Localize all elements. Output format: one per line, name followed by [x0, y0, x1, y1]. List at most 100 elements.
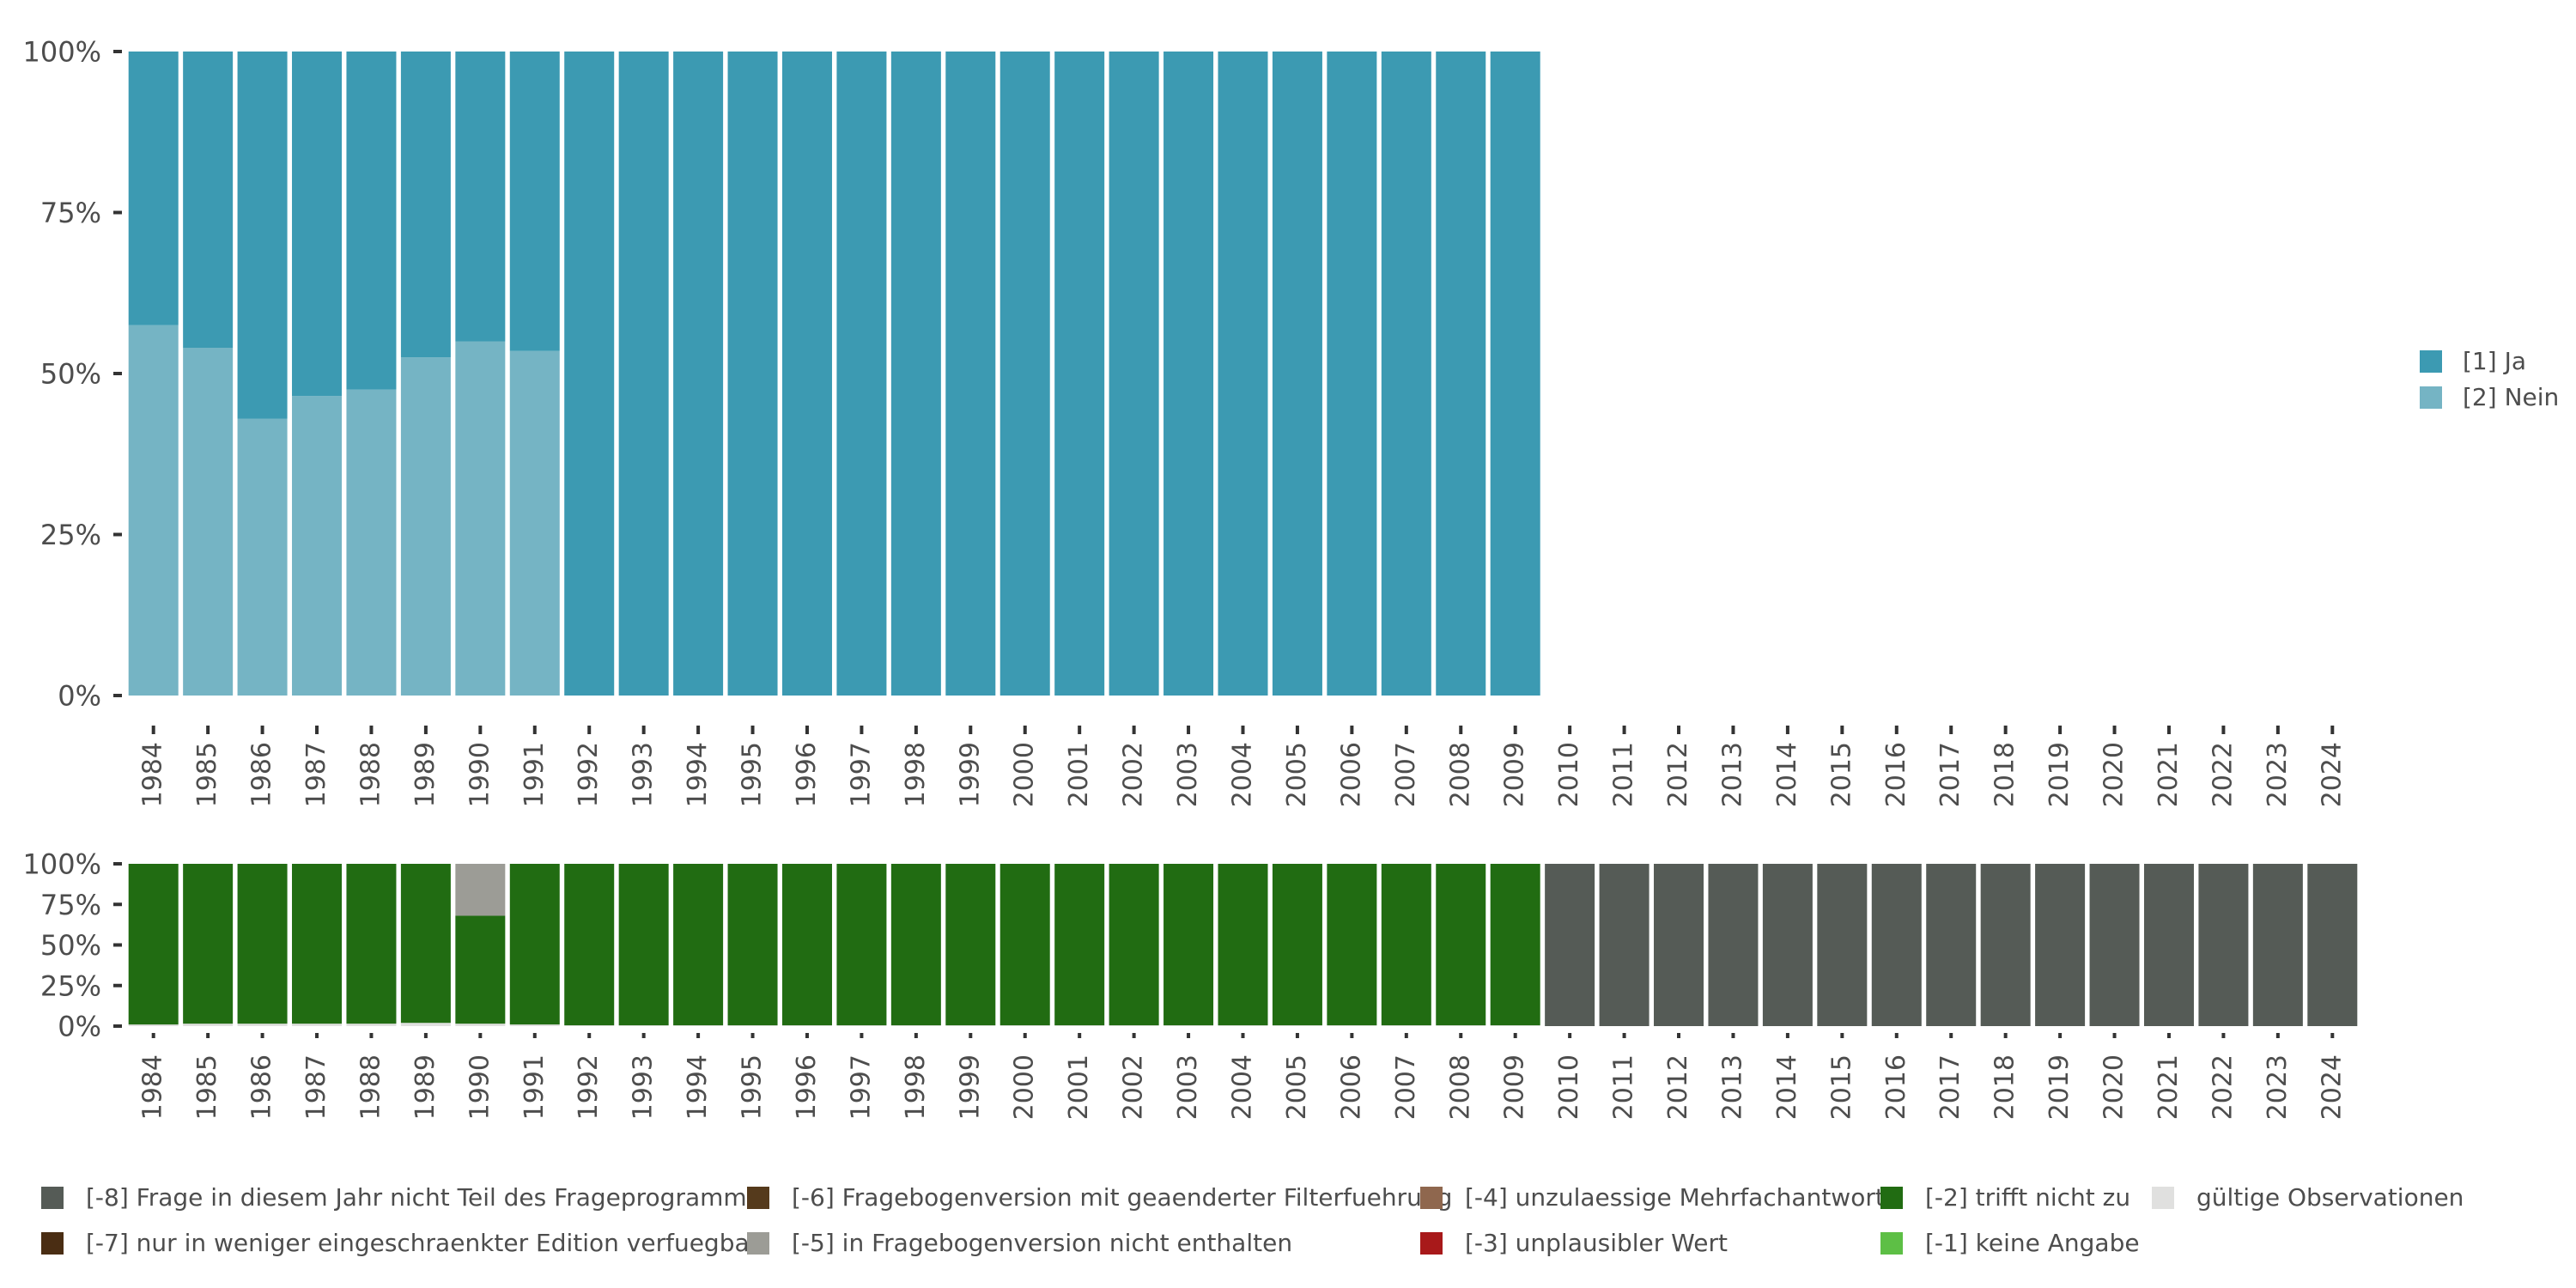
bar-segment [1381, 52, 1431, 696]
legend-swatch [2420, 386, 2442, 409]
bar-segment [1109, 864, 1159, 1026]
y-tick-label: 25% [40, 969, 101, 1002]
legend-swatch [41, 1187, 64, 1209]
x-tick-label: 2020 [2099, 1054, 2129, 1120]
bar-segment [945, 1025, 996, 1026]
bar-segment [1272, 1025, 1322, 1026]
x-tick-label: 2003 [1173, 1054, 1203, 1120]
bar-segment [1327, 864, 1377, 1026]
legend-swatch [1880, 1232, 1903, 1255]
x-tick-label: 2012 [1663, 742, 1693, 807]
bar-segment [183, 864, 234, 1024]
bottom-chart-legend: [-8] Frage in diesem Jahr nicht Teil des… [41, 1183, 2464, 1257]
bar-segment [945, 52, 996, 696]
x-tick-label: 2010 [1554, 1054, 1584, 1120]
bar-segment [890, 52, 941, 696]
bar-segment [128, 864, 179, 1025]
bar-segment [1218, 1025, 1268, 1026]
x-tick-label: 2005 [1282, 1054, 1312, 1120]
x-tick-label: 1999 [955, 1054, 985, 1120]
bar-segment [509, 52, 560, 351]
bar-segment [1871, 864, 1922, 1026]
x-tick-label: 2021 [2154, 742, 2184, 807]
x-tick-label: 1998 [901, 1054, 931, 1120]
bar-segment [2307, 864, 2358, 1026]
bar-segment [1926, 864, 1977, 1026]
legend-label: [-6] Fragebogenversion mit geaenderter F… [792, 1183, 1452, 1212]
bar-segment [292, 396, 343, 696]
x-tick-label: 1996 [792, 1054, 822, 1120]
bar-segment [237, 52, 288, 419]
bar-segment [618, 52, 669, 696]
bar-segment [1327, 1025, 1377, 1026]
x-tick-label: 2015 [1826, 1054, 1856, 1120]
bar-segment [292, 1024, 343, 1026]
y-tick-label: 50% [40, 929, 101, 962]
bar-segment [1218, 52, 1268, 696]
legend-label: [-8] Frage in diesem Jahr nicht Teil des… [86, 1183, 759, 1212]
legend-swatch [1420, 1187, 1443, 1209]
x-tick-label: 1997 [846, 742, 876, 807]
bar-segment [1708, 864, 1759, 1026]
bar-segment [2143, 864, 2194, 1026]
bar-segment [1436, 52, 1486, 696]
bar-segment [455, 864, 506, 916]
x-tick-label: 2022 [2208, 742, 2238, 807]
x-tick-label: 2019 [2044, 1054, 2075, 1120]
x-tick-label: 2008 [1445, 742, 1475, 807]
y-tick-label: 100% [23, 36, 101, 69]
x-tick-label: 2016 [1881, 742, 1911, 807]
bar-segment [1327, 52, 1377, 696]
x-tick-label: 1986 [247, 1054, 277, 1120]
legend-swatch [747, 1232, 769, 1255]
legend-label: [2] Nein [2463, 383, 2559, 411]
x-tick-label: 1987 [301, 742, 331, 807]
x-tick-label: 1991 [519, 742, 550, 807]
bar-segment [727, 1025, 778, 1026]
x-tick-label: 2006 [1336, 1054, 1366, 1120]
bar-segment [400, 52, 451, 358]
bar-segment [999, 864, 1050, 1026]
x-tick-label: 1994 [683, 742, 713, 807]
top-chart-legend: [1] Ja [2] Nein [2420, 347, 2559, 411]
legend-label: [-3] unplausibler Wert [1465, 1229, 1728, 1257]
x-tick-label: 2019 [2044, 742, 2075, 807]
x-tick-label: 2001 [1064, 1054, 1094, 1120]
bar-segment [2089, 864, 2140, 1026]
bar-segment [183, 348, 234, 696]
legend-label: [-1] keine Angabe [1925, 1229, 2140, 1257]
top-chart-panel: 0% 25% 50% 75% 100% 1984 1985 1986 1987 1988 1989 1… [23, 36, 2348, 808]
bar-segment [346, 864, 397, 1024]
y-tick-label: 50% [40, 358, 101, 391]
bar-segment [1654, 864, 1704, 1026]
bar-segment [1163, 864, 1214, 1026]
bar-segment [999, 52, 1050, 696]
bar-segment [455, 52, 506, 342]
bar-segment [509, 350, 560, 696]
bar-segment [455, 1024, 506, 1026]
x-tick-label: 2009 [1500, 1054, 1530, 1120]
bar-segment [1436, 864, 1486, 1026]
x-tick-label: 2003 [1173, 742, 1203, 807]
bar-segment [292, 864, 343, 1024]
x-tick-label: 2013 [1717, 1054, 1747, 1120]
bar-segment [1545, 864, 1595, 1026]
bar-segment [564, 1025, 615, 1026]
legend-swatch [1420, 1232, 1443, 1255]
x-tick-label: 1993 [629, 1054, 659, 1120]
x-tick-label: 1989 [410, 1054, 440, 1120]
bar-segment [1109, 1025, 1159, 1026]
bar-segment [618, 864, 669, 1026]
x-tick-label: 1984 [138, 742, 168, 807]
bar-segment [836, 52, 887, 696]
x-tick-label: 1985 [192, 1054, 222, 1120]
bar-segment [1436, 1025, 1486, 1026]
bar-segment [781, 52, 832, 696]
bar-segment [1272, 52, 1322, 696]
x-tick-label: 2023 [2263, 1054, 2293, 1120]
legend-label: [-7] nur in weniger eingeschraenkter Edi… [86, 1229, 760, 1257]
y-tick-label: 0% [58, 1011, 101, 1043]
x-tick-label: 1990 [465, 1054, 495, 1120]
x-tick-label: 2024 [2317, 742, 2347, 807]
